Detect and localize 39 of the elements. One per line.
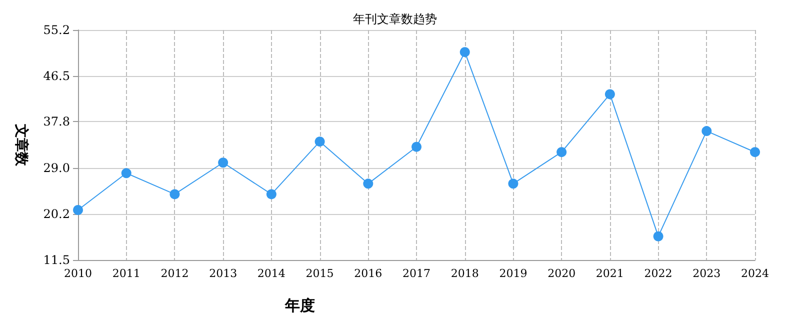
point <box>604 89 615 100</box>
x-tick-label: 2018 <box>450 267 479 280</box>
x-tick-label: 2016 <box>354 267 382 280</box>
point <box>314 136 325 147</box>
point <box>73 205 83 215</box>
point <box>170 189 180 200</box>
x-tick-label: 2024 <box>741 267 769 280</box>
x-tick-label: 2021 <box>596 267 624 280</box>
point <box>556 147 567 158</box>
point <box>363 178 374 189</box>
x-tick-label: 2019 <box>499 267 528 280</box>
point <box>218 158 228 168</box>
point <box>653 231 664 242</box>
y-tick-label: 29.0 <box>43 160 70 175</box>
point <box>412 142 422 152</box>
x-tick-label: 2014 <box>257 267 286 280</box>
point <box>121 168 132 178</box>
x-axis-title: 年度 <box>284 296 315 314</box>
x-tick-label: 2012 <box>160 267 189 280</box>
point <box>266 189 276 200</box>
chart-title: 年刊文章数趋势 <box>353 12 437 26</box>
x-tick-label: 2010 <box>64 267 92 280</box>
x-tick-label: 2015 <box>306 267 334 280</box>
x-tick-label: 2013 <box>209 267 238 280</box>
point <box>750 147 760 158</box>
x-tick-label: 2011 <box>112 267 140 280</box>
point <box>508 178 518 189</box>
point <box>702 126 712 136</box>
point <box>460 47 470 58</box>
x-tick-label: 2023 <box>692 267 721 280</box>
y-tick-label: 20.2 <box>43 207 70 222</box>
y-tick-label: 37.8 <box>43 114 70 129</box>
y-tick-label: 46.5 <box>43 68 70 83</box>
y-tick-label: 11.5 <box>43 253 70 267</box>
y-axis-title: 文章数 <box>13 123 30 167</box>
x-tick-label: 2017 <box>402 267 430 280</box>
y-tick-label: 55.2 <box>43 23 70 37</box>
x-tick-label: 2020 <box>548 267 576 280</box>
x-tick-label: 2022 <box>644 267 672 280</box>
